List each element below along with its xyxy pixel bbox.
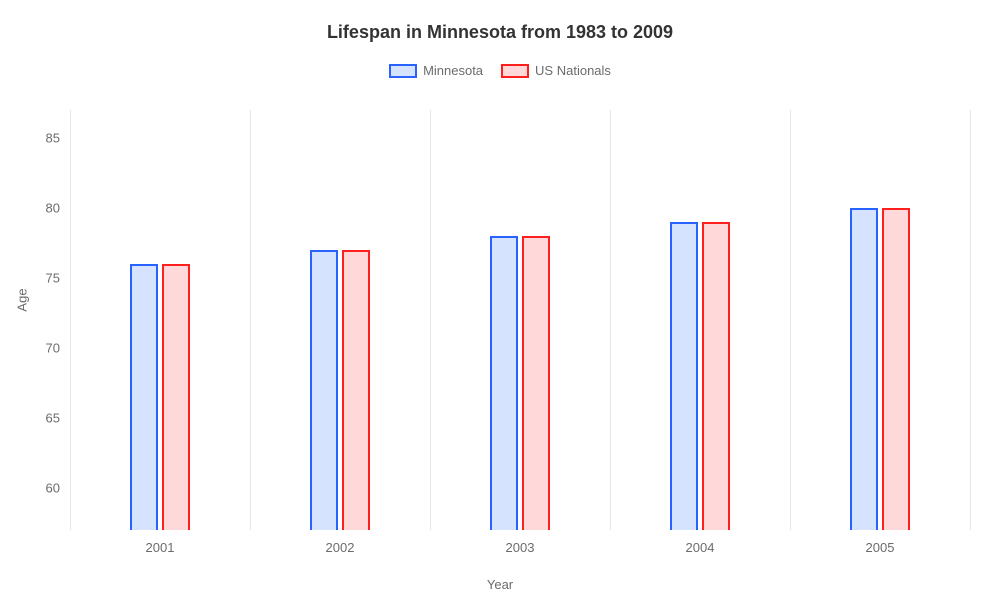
grid-line xyxy=(70,110,71,530)
grid-line xyxy=(790,110,791,530)
legend-label-us-nationals: US Nationals xyxy=(535,63,611,78)
chart-container: Lifespan in Minnesota from 1983 to 2009 … xyxy=(0,0,1000,600)
bar xyxy=(342,250,370,530)
y-tick-label: 80 xyxy=(46,201,70,216)
legend-item-minnesota: Minnesota xyxy=(389,63,483,78)
y-axis-title: Age xyxy=(15,288,30,311)
bar xyxy=(130,264,158,530)
grid-line xyxy=(430,110,431,530)
grid-line xyxy=(970,110,971,530)
y-tick-label: 85 xyxy=(46,131,70,146)
legend-item-us-nationals: US Nationals xyxy=(501,63,611,78)
chart-title: Lifespan in Minnesota from 1983 to 2009 xyxy=(0,0,1000,43)
grid-line xyxy=(610,110,611,530)
bar xyxy=(702,222,730,530)
legend-swatch-minnesota xyxy=(389,64,417,78)
grid-line xyxy=(250,110,251,530)
plot-area: 20012002200320042005606570758085 xyxy=(70,110,970,530)
y-tick-label: 60 xyxy=(46,481,70,496)
bar xyxy=(522,236,550,530)
bar xyxy=(670,222,698,530)
bar xyxy=(162,264,190,530)
legend-swatch-us-nationals xyxy=(501,64,529,78)
x-tick-label: 2002 xyxy=(326,530,355,555)
y-tick-label: 70 xyxy=(46,341,70,356)
bar xyxy=(850,208,878,530)
bar xyxy=(490,236,518,530)
x-tick-label: 2003 xyxy=(506,530,535,555)
y-tick-label: 65 xyxy=(46,411,70,426)
x-tick-label: 2001 xyxy=(146,530,175,555)
x-axis-title: Year xyxy=(487,577,513,592)
bar xyxy=(310,250,338,530)
x-tick-label: 2005 xyxy=(866,530,895,555)
bar xyxy=(882,208,910,530)
x-tick-label: 2004 xyxy=(686,530,715,555)
y-tick-label: 75 xyxy=(46,271,70,286)
legend-label-minnesota: Minnesota xyxy=(423,63,483,78)
legend: Minnesota US Nationals xyxy=(0,63,1000,78)
